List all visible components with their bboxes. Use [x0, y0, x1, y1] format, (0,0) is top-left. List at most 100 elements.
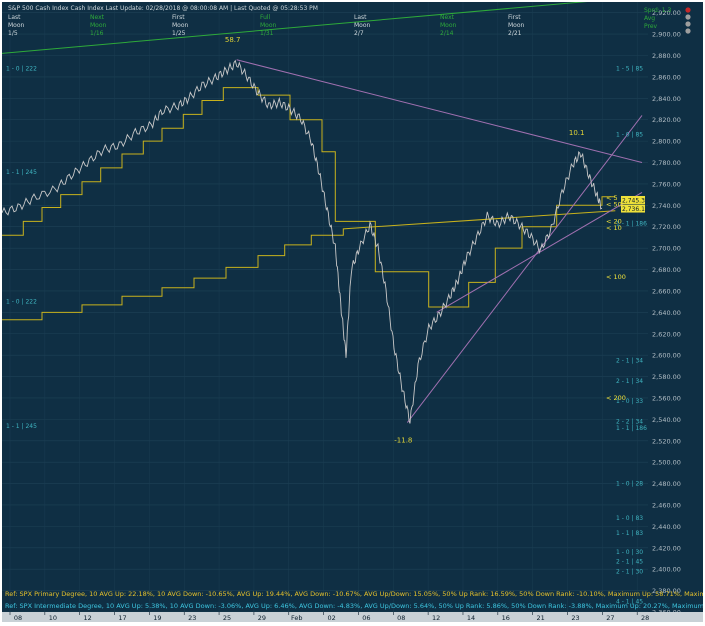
y-tick-label: 2,740.00	[652, 202, 681, 210]
y-tick-label: 2,480.00	[652, 480, 681, 488]
y-tick-label: 2,540.00	[652, 416, 681, 424]
moon-date: 1/25	[172, 30, 186, 37]
x-tick-label: 19	[153, 614, 161, 622]
level-label: 2 - 1 | 30	[616, 568, 643, 575]
y-tick-label: 2,880.00	[652, 52, 681, 60]
y-tick-label: 2,760.00	[652, 180, 681, 188]
y-tick-label: 2,380.00	[652, 587, 681, 595]
moon-label: Last	[354, 14, 367, 21]
x-tick-label: Feb	[291, 614, 303, 622]
y-tick-label: 2,660.00	[652, 287, 681, 295]
moon-value: Moon	[354, 22, 371, 29]
y-tick-label: 2,440.00	[652, 523, 681, 531]
pivot-label: 58.7	[225, 36, 241, 44]
level-label: 2 - 1 | 45	[616, 559, 643, 566]
pivot-label: 10.1	[569, 129, 585, 137]
price-tag-box	[621, 204, 645, 213]
trend-line	[406, 115, 643, 423]
header: S&P 500 Cash Index Cash Index Last Updat…	[8, 5, 691, 37]
moon-value: Moon	[90, 22, 107, 29]
x-tick-label: 10	[49, 614, 57, 622]
ma-label: < 100	[606, 273, 626, 281]
x-tick-label: 08	[397, 614, 405, 622]
y-tick-label: 2,520.00	[652, 437, 681, 445]
x-tick-label: 08	[14, 614, 22, 622]
moon-value: Moon	[440, 22, 457, 29]
ref-intermediate-degree: Ref: SPX Intermediate Degree, 10 AVG Up:…	[5, 602, 703, 610]
x-tick-label: 16	[502, 614, 510, 622]
level-label: 1 - 1 | 245	[6, 423, 37, 430]
x-tick-label: 29	[258, 614, 266, 622]
x-tick-label: 17	[118, 614, 126, 622]
moon-date: 2/21	[508, 30, 522, 37]
x-tick-label: 28	[641, 614, 649, 622]
level-label: 1 - 1 | 186	[616, 221, 647, 228]
moon-label: Next	[90, 14, 105, 21]
grid	[2, 2, 648, 613]
y-tick-label: 2,800.00	[652, 138, 681, 146]
ma-label: < 5	[606, 194, 618, 202]
level-label: 1 - 1 | 186	[616, 425, 647, 432]
price-tag-box	[621, 195, 645, 204]
level-label: 2 - 1 | 34	[616, 358, 643, 365]
x-tick-label: 25	[223, 614, 231, 622]
level-label: 1 - 0 | 30	[616, 549, 643, 556]
ma-label: < 50	[606, 200, 622, 208]
moon-label: Next	[440, 14, 455, 21]
price-line	[2, 59, 603, 424]
y-tick-label: 2,580.00	[652, 373, 681, 381]
level-label: 1 - 5 | 85	[616, 65, 643, 72]
x-tick-label: 06	[362, 614, 370, 622]
moon-value: Moon	[508, 22, 525, 29]
level-label: 1 - 0 | 33	[616, 398, 643, 405]
y-tick-label: 2,460.00	[652, 501, 681, 509]
x-axis: 08 10 12 17 19 23 25 29 Feb 02 06 08 12 14 16 21 23 27 28	[2, 612, 703, 622]
y-tick-label: 2,680.00	[652, 266, 681, 274]
y-tick-label: 2,840.00	[652, 95, 681, 103]
level-label: 2 - 2 | 34	[616, 419, 643, 426]
ma-label: < 20	[606, 217, 622, 225]
x-tick-label: 21	[537, 614, 545, 622]
ma-label: < 200	[606, 394, 626, 402]
moon-label: Last	[8, 14, 21, 21]
y-axis: 2,360.002,380.002,400.002,420.002,440.00…	[652, 9, 681, 616]
annotations: 58.7 10.1 -11.8 1 - 0 | 222 1 - 1 | 245 1 - 0…	[6, 36, 647, 606]
y-tick-label: 2,420.00	[652, 544, 681, 552]
gear-button[interactable]	[685, 14, 691, 20]
level-label: 1 - 0 | 83	[616, 515, 643, 522]
header-right-info: Avg	[644, 15, 655, 22]
level-label: 1 - 1 | 83	[616, 530, 643, 537]
pivot-label: -11.8	[394, 437, 412, 445]
y-tick-label: 2,600.00	[652, 352, 681, 360]
header-right-info: Sprd: 1.3	[644, 7, 671, 14]
level-label: 1 - 0 | 28	[616, 481, 643, 488]
x-button[interactable]	[685, 7, 691, 13]
y-tick-label: 2,620.00	[652, 330, 681, 338]
y-tick-label: 2,900.00	[652, 31, 681, 39]
up-button[interactable]	[685, 21, 691, 27]
trend-line	[236, 59, 643, 164]
moon-date: 2/7	[354, 30, 364, 37]
header-right-info: Prev	[644, 23, 658, 30]
moon-date: 1/5	[8, 30, 18, 37]
level-label: 1 - 0 | 222	[6, 299, 37, 306]
price-tag: 2,745.3	[622, 197, 645, 204]
moon-value: Moon	[260, 22, 277, 29]
down-button[interactable]	[685, 28, 691, 34]
moon-value: Moon	[172, 22, 189, 29]
y-tick-label: 2,640.00	[652, 309, 681, 317]
y-tick-label: 2,820.00	[652, 116, 681, 124]
x-tick-label: 14	[467, 614, 475, 622]
y-tick-label: 2,860.00	[652, 73, 681, 81]
series	[2, 59, 603, 424]
y-tick-label: 2,560.00	[652, 394, 681, 402]
y-tick-label: 2,920.00	[652, 9, 681, 17]
footer: Ref: SPX Primary Degree, 10 AVG Up: 22.1…	[5, 590, 703, 610]
moon-date: 2/14	[440, 30, 454, 37]
step-line	[2, 87, 616, 308]
moon-date: 1/31	[260, 30, 274, 37]
ma-label: < 10	[606, 224, 622, 232]
x-tick-label: 27	[606, 614, 614, 622]
x-tick-label: 12	[432, 614, 440, 622]
